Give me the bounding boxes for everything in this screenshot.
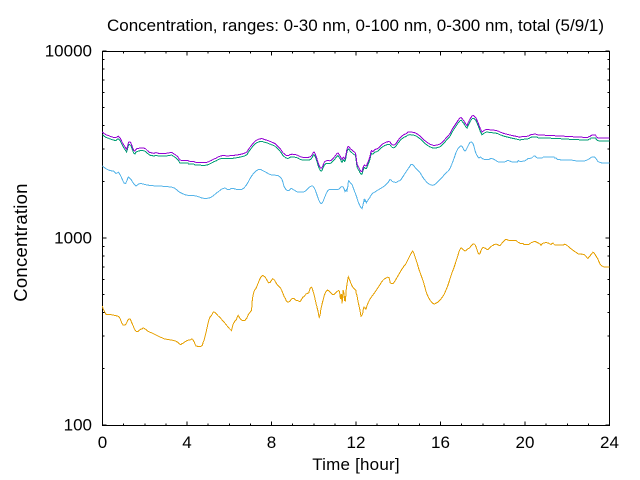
- svg-text:20: 20: [516, 433, 535, 452]
- svg-text:1000: 1000: [54, 229, 92, 248]
- svg-text:100: 100: [64, 416, 92, 435]
- svg-text:8: 8: [267, 433, 276, 452]
- svg-text:4: 4: [182, 433, 191, 452]
- svg-text:Concentration: Concentration: [10, 183, 31, 301]
- svg-text:10000: 10000: [45, 42, 92, 61]
- svg-text:Time [hour]: Time [hour]: [312, 455, 400, 474]
- svg-text:24: 24: [600, 433, 619, 452]
- svg-text:0: 0: [98, 433, 107, 452]
- svg-text:12: 12: [347, 433, 366, 452]
- svg-text:Concentration, ranges: 0-30 nm: Concentration, ranges: 0-30 nm, 0-100 nm…: [107, 16, 604, 35]
- svg-text:16: 16: [431, 433, 450, 452]
